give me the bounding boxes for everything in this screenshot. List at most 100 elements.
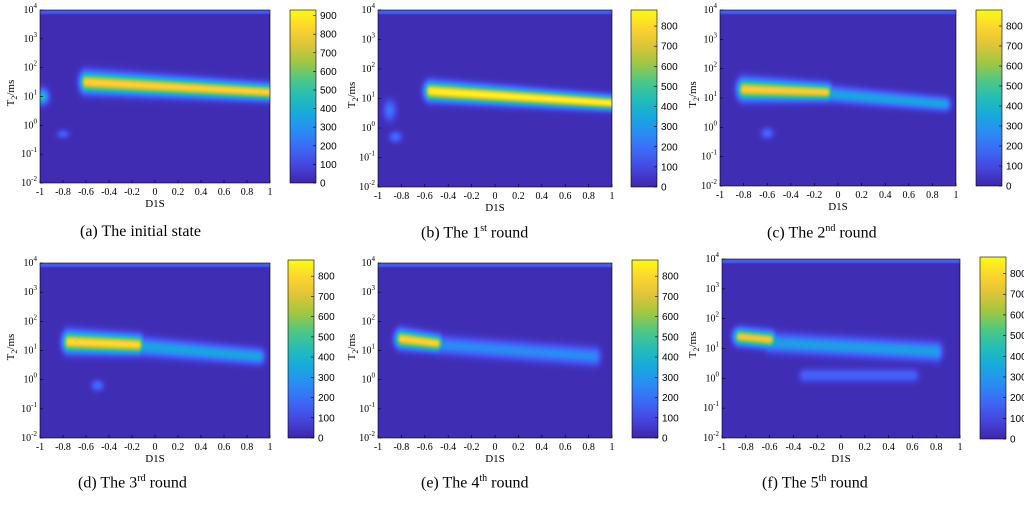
x-tick-label: -0.8 — [55, 187, 71, 198]
x-tick-label: -0.4 — [785, 442, 801, 453]
caption-text: (e) The 4 — [421, 474, 480, 492]
heatmap-field — [40, 263, 270, 438]
x-tick-label: 0.6 — [559, 442, 572, 453]
panel-caption: (a) The initial state — [80, 223, 201, 241]
colorbar-tick-label: 200 — [661, 142, 678, 153]
panel-caption: (b) The 1st round — [421, 223, 528, 242]
colorbar-tick-label: 400 — [1006, 102, 1023, 113]
x-tick-label: -0.2 — [124, 442, 140, 453]
y-tick-label: 10-2 — [359, 430, 375, 444]
heatmap-panel-e: 10-2 10-1 100 101 102 103 104 -1 -0.8 -0.6 -0.4 -0.… — [341, 254, 686, 508]
x-tick-label: -0.6 — [759, 190, 775, 201]
colorbar-tick-label: 700 — [318, 292, 335, 303]
y-tick-label: 100 — [362, 120, 376, 134]
y-tick-label: 100 — [24, 117, 38, 131]
x-tick-label: 0.6 — [906, 442, 919, 453]
y-tick-label: 10-1 — [703, 400, 719, 414]
y-tick-label: 102 — [24, 60, 38, 74]
y-tick-label: 102 — [362, 313, 376, 327]
x-tick-label: 0.8 — [582, 191, 595, 202]
x-tick-label: 0 — [836, 190, 841, 201]
x-tick-label: -1 — [36, 187, 44, 198]
y-tick-label: 102 — [704, 61, 718, 75]
x-tick-label: 0.8 — [582, 442, 595, 453]
colorbar — [287, 259, 315, 439]
heatmap-panel-c: 10-2 10-1 100 101 102 103 104 -1 -0.8 -0.6 -0.4 -0.… — [682, 0, 1024, 254]
colorbar-tick-label: 800 — [318, 272, 335, 283]
y-tick-label: 104 — [704, 2, 718, 16]
colorbar — [979, 256, 1007, 440]
caption-text-tail: round — [826, 474, 868, 492]
x-tick-label: 0.2 — [172, 187, 185, 198]
x-tick-label: 0 — [153, 442, 158, 453]
y-tick-label: 10-1 — [359, 401, 375, 415]
x-tick-label: 0.2 — [172, 442, 185, 453]
x-tick-label: 0.8 — [926, 190, 939, 201]
caption-superscript: th — [818, 473, 827, 484]
colorbar-tick-label: 100 — [662, 413, 679, 424]
y-tick-label: 10-2 — [21, 175, 37, 189]
heatmap-panel-f: 10-2 10-1 100 101 102 103 104 -1 -0.8 -0.6 -0.4 -0.… — [682, 251, 1024, 508]
colorbar-tick-label: 0 — [661, 183, 667, 194]
colorbar — [630, 9, 658, 188]
y-tick-label: 104 — [706, 251, 720, 265]
colorbar-tick-label: 800 — [662, 272, 679, 283]
x-axis-label: D1S — [485, 202, 505, 214]
colorbar-tick-label: 200 — [318, 393, 335, 404]
colorbar-tick-label: 600 — [661, 62, 678, 73]
x-tick-label: -0.8 — [393, 191, 409, 202]
colorbar-tick-label: 200 — [1006, 142, 1023, 153]
panel-caption: (e) The 4th round — [421, 473, 528, 492]
colorbar-tick-label: 800 — [1006, 22, 1023, 33]
x-tick-label: 0.4 — [536, 442, 549, 453]
x-tick-label: 1 — [954, 190, 959, 201]
colorbar-tick-label: 200 — [320, 141, 337, 152]
colorbar-tick-label: 700 — [320, 48, 337, 59]
y-axis-label: T2/ms — [346, 334, 360, 361]
y-tick-label: 10-2 — [703, 430, 719, 444]
y-tick-label: 103 — [362, 32, 376, 46]
colorbar-tick-label: 700 — [1006, 42, 1023, 53]
panel-caption: (d) The 3rd round — [78, 473, 187, 492]
y-axis-label: T2/ms — [687, 332, 701, 359]
x-tick-label: 0.4 — [195, 442, 208, 453]
x-axis-label: D1S — [145, 198, 165, 210]
colorbar-tick-label: 0 — [320, 179, 326, 190]
colorbar-tick-label: 300 — [320, 123, 337, 134]
caption-superscript: th — [479, 473, 488, 484]
heatmap-field — [720, 10, 956, 186]
colorbar-tick-label: 600 — [662, 312, 679, 323]
y-tick-label: 10-1 — [701, 149, 717, 163]
caption-text: (c) The 2 — [767, 224, 826, 242]
caption-text: (d) The 3 — [78, 474, 138, 492]
x-tick-label: -0.6 — [762, 442, 778, 453]
y-tick-label: 10-1 — [21, 146, 37, 160]
x-tick-label: -0.8 — [55, 442, 71, 453]
heatmap-panel-d: 10-2 10-1 100 101 102 103 104 -1 -0.8 -0.6 -0.4 -0.… — [0, 254, 345, 508]
colorbar-tick-label: 500 — [661, 82, 678, 93]
x-tick-label: 1 — [610, 191, 615, 202]
x-tick-label: -0.2 — [809, 442, 825, 453]
caption-superscript: st — [480, 223, 487, 234]
y-tick-label: 10-2 — [21, 430, 37, 444]
heatmap-panel-a: 10-2 10-1 100 101 102 103 104 -1 -0.8 -0.6 -0.4 -0.… — [0, 0, 345, 254]
colorbar-tick-label: 500 — [1010, 331, 1024, 342]
x-tick-label: 0.6 — [218, 187, 231, 198]
colorbar-tick-label: 500 — [662, 332, 679, 343]
x-tick-label: -1 — [716, 190, 724, 201]
y-tick-label: 101 — [704, 90, 718, 104]
caption-text-tail: round — [145, 474, 187, 492]
x-tick-label: 0 — [493, 191, 498, 202]
x-tick-label: -0.4 — [440, 191, 456, 202]
colorbar-tick-label: 500 — [320, 85, 337, 96]
x-tick-label: -0.2 — [806, 190, 822, 201]
x-tick-label: -1 — [718, 442, 726, 453]
x-tick-label: 0.8 — [241, 442, 254, 453]
x-tick-label: -0.4 — [101, 442, 117, 453]
x-tick-label: 1 — [268, 442, 273, 453]
x-tick-label: -0.6 — [78, 187, 94, 198]
x-tick-label: 0.2 — [512, 442, 525, 453]
y-tick-label: 102 — [24, 313, 38, 327]
